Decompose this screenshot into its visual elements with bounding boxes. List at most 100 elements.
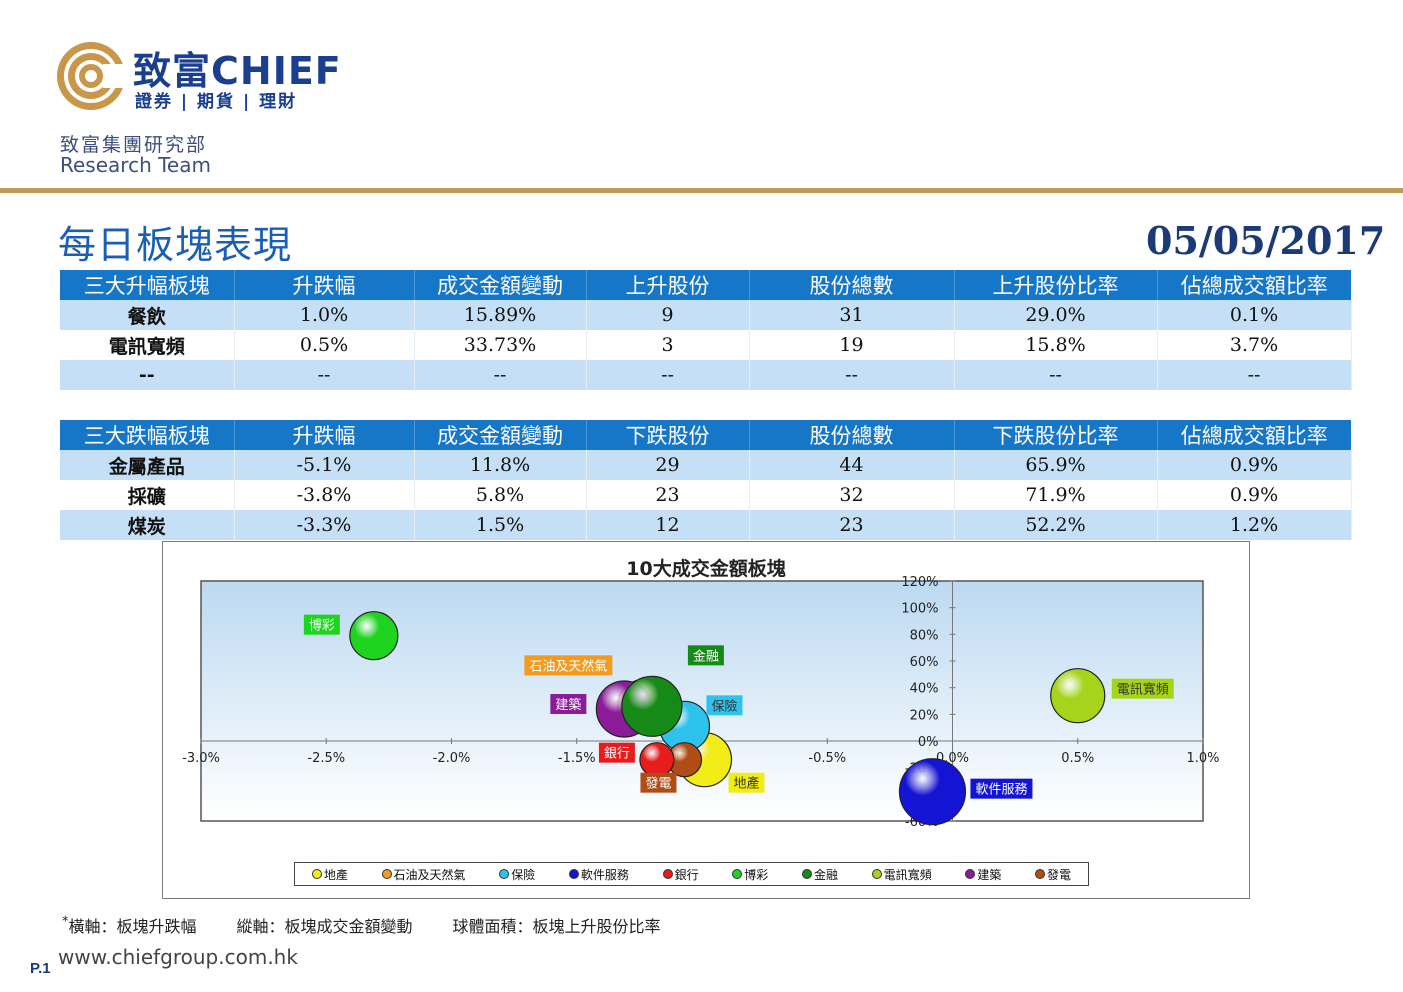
column-header: 成交金額變動 [414,270,587,300]
sector-name-cell: 餐飲 [60,300,235,330]
table-cell: 15.8% [954,330,1158,360]
bubble-label: 博彩 [303,614,340,635]
bubble-label-box [598,742,635,763]
sector-name-cell: 電訊寬頻 [60,330,235,360]
legend-label: 保險 [511,867,536,882]
legend-swatch [499,869,510,879]
legend-swatch [732,869,743,879]
bubble-6 [349,611,399,661]
table-cell: 44 [749,450,955,480]
bubble-label-text: 銀行 [604,747,630,762]
table-cell: -- [1157,360,1352,390]
report-date: 05/05/2017 [1146,218,1386,263]
table-cell: 1.5% [414,510,587,540]
column-header: 三大升幅板塊 [60,270,235,300]
bubble-label-text: 金融 [693,648,719,664]
column-header: 下跌股份比率 [954,420,1158,450]
x-tick-label: -1.5% [558,751,596,766]
table-cell: 0.9% [1157,480,1352,510]
column-header: 上升股份比率 [954,270,1158,300]
legend-label: 地產 [323,867,348,882]
legend-swatch [381,869,392,879]
column-header: 升跌幅 [234,270,415,300]
table-cell: -- [414,360,587,390]
bubble-label: 建築 [550,694,587,714]
table-cell: 0.5% [234,330,415,360]
company-logo: 致富CHIEF 證券 | 期貨 | 理財 [55,38,395,113]
bubble-label: 發電 [640,772,677,793]
column-header: 佔總成交額比率 [1157,270,1351,300]
chart-legend: 地產 石油及天然氣 保險 軟件服務 銀行 博彩 金融 電訊寬頻 建築 發電 [294,862,1089,886]
legend-item: 金融 [801,866,838,883]
legend-label: 電訊寬頻 [883,867,932,882]
bubble-10 [639,742,675,778]
bubble-label: 保險 [706,695,743,716]
bubble-label-box [706,695,743,716]
bubble-label-text: 地產 [734,776,760,792]
department-name-en: Research Team [60,153,211,177]
table-cell: 5.8% [414,480,587,510]
table-row: 餐飲 1.0% 15.89% 9 31 29.0% 0.1% [60,300,1352,330]
legend-swatch [662,869,673,879]
top-gainers-table: 三大升幅板塊 升跌幅 成交金額變動 上升股份 股份總數 上升股份比率 佔總成交額… [60,270,1352,390]
bubble-label-text: 建築 [555,698,581,713]
table-cell: 65.9% [954,450,1158,480]
bubble-label-text: 發電 [645,777,671,792]
legend-item: 銀行 [662,866,699,883]
table-header-row: 三大跌幅板塊 升跌幅 成交金額變動 下跌股份 股份總數 下跌股份比率 佔總成交額… [60,420,1351,450]
sector-name-cell: 煤炭 [60,510,235,540]
table-cell: 12 [586,510,750,540]
page-title: 每日板塊表現 [58,223,293,267]
legend-swatch [1035,869,1046,879]
bubble-chart: 10大成交金額板塊 -3.0%-2.5%-2.0%-1.5%-1.0%-0.5%… [162,541,1250,899]
footnote-marker: * [62,914,69,930]
table-row: 金屬產品 -5.1% 11.8% 29 44 65.9% 0.9% [60,450,1352,480]
table-cell: -- [749,360,955,390]
table-cell: 3 [586,330,750,360]
legend-label: 金融 [813,867,838,882]
column-header: 股份總數 [749,270,955,300]
y-tick-label: 120% [901,575,938,590]
table-cell: 33.73% [414,330,587,360]
table-cell: -3.8% [234,480,415,510]
column-header: 股份總數 [749,420,955,450]
table-cell: 32 [749,480,955,510]
x-tick-label: 1.0% [1186,751,1219,766]
legend-swatch [568,869,579,879]
bubble-label-box [687,645,724,666]
table-cell: 23 [586,480,750,510]
y-tick-label: 60% [910,655,939,670]
table-cell: -3.3% [234,510,415,540]
table-cell: -- [234,360,415,390]
top-losers-table: 三大跌幅板塊 升跌幅 成交金額變動 下跌股份 股份總數 下跌股份比率 佔總成交額… [60,420,1352,540]
bubble-7 [1050,668,1106,724]
footnote-size: 球體面積：板塊上升股份比率 [452,917,661,936]
bubble-label-box [550,694,587,714]
chart-plot-area: -3.0%-2.5%-2.0%-1.5%-1.0%-0.5%0.0%0.5%1.… [182,575,1219,830]
logo-swirl-icon [57,42,127,110]
legend-item: 博彩 [732,866,768,883]
column-header: 下跌股份 [586,420,750,450]
footnote-x-axis: 橫軸：板塊升跌幅 [68,917,197,936]
bubble-label-box [970,778,1033,799]
table-cell: 29 [586,450,750,480]
bubble-label: 電訊寬頻 [1111,678,1174,699]
table-cell: 29.0% [954,300,1158,330]
table-row: -- -- -- -- -- -- -- [60,360,1352,390]
bubble-label: 金融 [687,645,724,666]
column-header: 三大跌幅板塊 [60,420,235,450]
x-tick-label: -2.0% [433,751,471,766]
legend-swatch [965,869,976,879]
y-tick-label: 80% [910,628,939,643]
table-cell: -- [954,360,1158,390]
column-header: 升跌幅 [234,420,415,450]
website-link[interactable]: www.chiefgroup.com.hk [58,945,298,969]
y-tick-label: 100% [901,602,938,617]
legend-label: 銀行 [674,867,699,882]
table-cell: 15.89% [414,300,587,330]
brand-name: 致富CHIEF [133,49,342,93]
table-row: 電訊寬頻 0.5% 33.73% 3 19 15.8% 3.7% [60,330,1352,360]
legend-swatch [871,869,882,879]
x-tick-label: -2.5% [307,751,345,766]
table-cell: 0.1% [1157,300,1352,330]
